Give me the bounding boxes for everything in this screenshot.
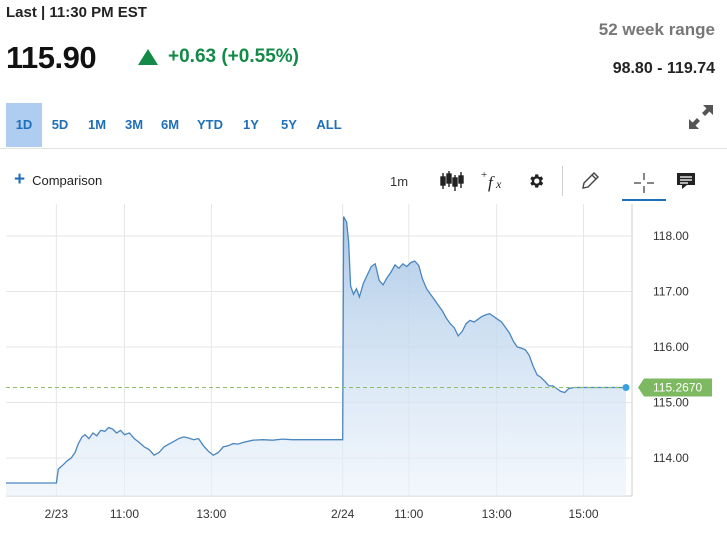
gear-icon: [530, 174, 544, 188]
period-tab-1y[interactable]: 1Y: [243, 117, 259, 132]
x-tick-label: 2/24: [331, 507, 355, 521]
comparison-button[interactable]: + Comparison: [14, 169, 103, 190]
candlestick-button[interactable]: [436, 166, 468, 196]
period-tab-1d[interactable]: 1D: [6, 103, 42, 147]
period-tab-5d[interactable]: 5D: [51, 117, 69, 132]
y-tick-label: 118.00: [653, 229, 689, 243]
y-tick-label: 117.00: [653, 285, 689, 299]
function-icon: + f x: [481, 169, 502, 192]
y-tick-label: 114.00: [653, 451, 689, 465]
candlestick-icon: [440, 171, 464, 191]
period-tab-5y[interactable]: 5Y: [281, 117, 297, 132]
x-tick-label: 11:00: [394, 507, 423, 521]
crosshair-icon: [634, 172, 654, 193]
toolbar-separator: [562, 166, 563, 196]
x-tick-label: 15:00: [569, 507, 599, 521]
current-price-label: 115.2670: [653, 381, 702, 395]
x-tick-label: 11:00: [110, 507, 139, 521]
price-chart[interactable]: 2/23 11:00 13:00 2/24 11:00 13:00 15:00 114.00…: [0, 200, 727, 535]
y-tick-label: 115.00: [653, 396, 689, 410]
comment-icon: [677, 173, 695, 189]
svg-text:x: x: [495, 177, 502, 191]
y-axis: 114.00 115.00 116.00 117.00 118.00: [653, 229, 689, 465]
current-price-dot: [622, 384, 630, 392]
price-change: +0.63 (+0.55%): [138, 46, 299, 68]
period-tab-all[interactable]: ALL: [316, 117, 342, 132]
y-tick-label: 116.00: [653, 340, 689, 354]
current-price-label-bg: [638, 378, 712, 397]
period-tab-6m[interactable]: 6M: [160, 117, 180, 132]
expand-icon[interactable]: [687, 103, 715, 131]
interval-selector[interactable]: 1m: [389, 173, 409, 189]
indicators-button[interactable]: + f x: [478, 166, 508, 196]
period-tab-1m[interactable]: 1M: [87, 117, 107, 132]
x-tick-label: 2/23: [45, 507, 69, 521]
comparison-label: Comparison: [32, 172, 103, 188]
plus-icon: +: [14, 169, 26, 190]
price-change-value: +0.63 (+0.55%): [168, 46, 299, 67]
period-tab-3m[interactable]: 3M: [124, 117, 144, 132]
up-arrow-icon: [138, 49, 158, 65]
x-axis: 2/23 11:00 13:00 2/24 11:00 13:00 15:00: [45, 507, 599, 521]
x-tick-label: 13:00: [482, 507, 512, 521]
period-tab-ytd[interactable]: YTD: [197, 117, 223, 132]
draw-button[interactable]: [574, 166, 606, 196]
x-tick-label: 13:00: [196, 507, 226, 521]
week-range-value: 98.80 - 119.74: [612, 60, 715, 77]
svg-text:+: +: [481, 169, 487, 181]
current-price-marker: 115.2670: [622, 378, 712, 397]
toolbar-divider: [0, 148, 727, 149]
week-range-label: 52 week range: [598, 20, 715, 39]
pencil-icon: [582, 172, 599, 189]
settings-button[interactable]: [522, 166, 550, 196]
svg-text:f: f: [488, 173, 495, 192]
last-price: 115.90: [6, 40, 97, 75]
price-line: [6, 216, 626, 484]
last-trade-label: Last | 11:30 PM EST: [6, 4, 147, 21]
crosshair-button[interactable]: [622, 166, 666, 201]
comment-button[interactable]: [670, 166, 702, 196]
price-area: [6, 216, 626, 496]
period-tabs: 1D 5D 1M 3M 6M YTD 1Y 5Y ALL: [6, 103, 350, 147]
